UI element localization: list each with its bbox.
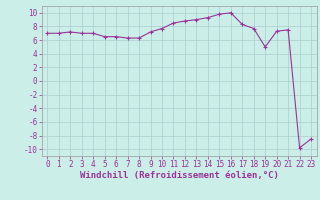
X-axis label: Windchill (Refroidissement éolien,°C): Windchill (Refroidissement éolien,°C)	[80, 171, 279, 180]
